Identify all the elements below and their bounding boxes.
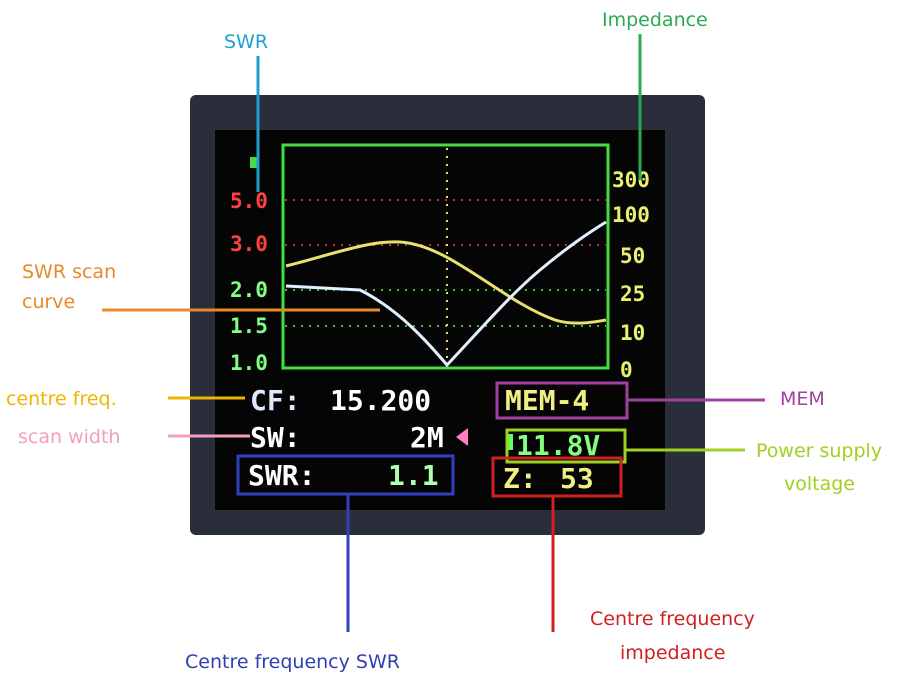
impedance-tick-label: 25 (620, 282, 645, 306)
plot-frame (281, 143, 610, 370)
scan-curve-annotation: curve (22, 291, 75, 313)
impedance-scale: 300 100 50 25 10 0 (612, 168, 650, 382)
cf-impedance-annotation: impedance (620, 642, 725, 664)
swr-tick-label: 1.5 (230, 314, 268, 338)
z-box (491, 456, 623, 498)
impedance-tick-label: 10 (620, 321, 645, 345)
swr-tick-label: 1.0 (230, 351, 268, 375)
mem-value: MEM-4 (505, 384, 589, 417)
scan-curve-annotation: SWR scan (22, 261, 116, 283)
voltage-box (505, 428, 627, 464)
impedance-tick-label: 0 (620, 358, 633, 382)
mem-annotation: MEM (780, 388, 825, 410)
scan-width-annotation: scan width (18, 426, 120, 448)
sw-arrow (456, 428, 468, 446)
readouts: CF: 15.200 SW: 2M SWR: 1.1 MEM-4 11.8V Z… (248, 384, 600, 495)
voltage-annotation: Power supply (756, 440, 882, 462)
voltage-annotation: voltage (784, 473, 855, 495)
lcd-screen (215, 130, 665, 510)
swr-tick-label: 5.0 (230, 189, 268, 213)
battery-icon (508, 434, 513, 450)
mem-box (495, 381, 629, 420)
plot-grid (285, 148, 606, 366)
impedance-tick-label: 50 (620, 244, 645, 268)
cf-value: 15.200 (330, 384, 431, 417)
swr-label: SWR: (248, 459, 315, 492)
impedance-annotation: Impedance (602, 9, 708, 31)
swr-box (236, 454, 455, 496)
swr-scale: 5.0 3.0 2.0 1.5 1.0 (230, 189, 268, 375)
swr-tick-label: 2.0 (230, 278, 268, 302)
impedance-curve (285, 240, 607, 325)
swr-tick-label: 3.0 (230, 232, 268, 256)
z-label: Z: (503, 462, 537, 495)
swr-curve (285, 220, 607, 368)
callout-lines (102, 34, 765, 632)
impedance-tick-label: 300 (612, 168, 650, 192)
annotations: SWR Impedance SWR scan curve centre freq… (6, 9, 882, 673)
sw-label: SW: (250, 421, 301, 454)
sw-value: 2M (410, 421, 444, 454)
z-value: 53 (560, 462, 594, 495)
cf-label: CF: (250, 384, 301, 417)
swr-value: 1.1 (388, 459, 439, 492)
swr-annotation: SWR (224, 31, 268, 53)
cf-impedance-annotation: Centre frequency (590, 608, 755, 630)
swr-marker (250, 157, 259, 168)
centre-freq-annotation: centre freq. (6, 388, 117, 410)
impedance-tick-label: 100 (612, 203, 650, 227)
cf-swr-annotation: Centre frequency SWR (185, 651, 400, 673)
